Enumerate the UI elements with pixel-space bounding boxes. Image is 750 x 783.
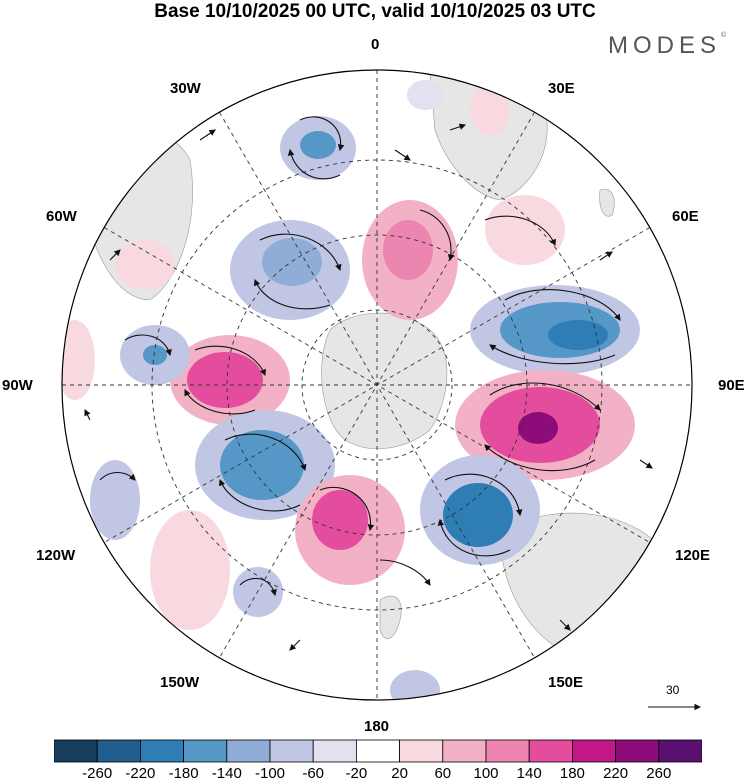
graticule (62, 70, 692, 700)
colorbar-segment (269, 739, 314, 763)
positive-anomaly (485, 195, 565, 265)
lon-label-150e: 150E (548, 674, 584, 691)
negative-anomaly (90, 460, 140, 540)
colorbar-segment (54, 739, 98, 763)
colorbar-segment (615, 739, 660, 763)
positive-anomaly (383, 220, 433, 280)
map-title: Base 10/10/2025 00 UTC, valid 10/10/2025… (154, 1, 596, 22)
positive-anomaly (518, 412, 558, 444)
colorbar-segment (183, 739, 228, 763)
lon-label-90e: 90E (718, 377, 745, 394)
lon-label-0: 0 (371, 36, 380, 53)
positive-anomaly (62, 320, 95, 400)
positive-anomaly (470, 85, 510, 135)
positive-anomaly (115, 240, 175, 290)
lon-label-180: 180 (364, 718, 390, 735)
map-border (61, 69, 693, 701)
colorbar-tick-label: 260 (646, 765, 672, 782)
madagascar (599, 188, 615, 217)
lon-label-60e: 60E (672, 208, 699, 225)
colorbar-segment (442, 739, 487, 763)
negative-anomaly (143, 345, 167, 365)
reference-vector-label: 30 (666, 683, 680, 697)
lon-label-60w: 60W (46, 208, 77, 225)
negative-anomaly (443, 483, 513, 547)
negative-anomaly (407, 80, 443, 110)
colorbar-segment (399, 739, 444, 763)
colorbar-segment (312, 739, 357, 763)
negative-anomaly (300, 131, 336, 159)
negative-anomaly (220, 430, 304, 500)
lon-label-150w: 150W (160, 674, 200, 691)
positive-anomaly (187, 352, 263, 408)
brand-logo: MODES© (608, 32, 727, 59)
colorbar-tick-label: -180 (168, 765, 199, 782)
colorbar-tick-label: 220 (603, 765, 629, 782)
lon-label-30e: 30E (548, 80, 575, 97)
positive-anomaly (150, 510, 230, 630)
colorbar-tick-label: -100 (254, 765, 286, 782)
colorbar (54, 739, 702, 763)
colorbar-segment (528, 739, 573, 763)
lon-label-90w: 90W (2, 377, 33, 394)
colorbar-tick-label: -220 (125, 765, 156, 782)
negative-anomaly (548, 320, 608, 350)
negative-anomaly (390, 670, 440, 700)
colorbar-segment (658, 739, 702, 763)
colorbar-tick-label: -60 (302, 765, 325, 782)
colorbar-segment (226, 739, 271, 763)
positive-anomaly (312, 490, 368, 550)
colorbar-segment (96, 739, 141, 763)
lon-label-120e: 120E (675, 547, 711, 564)
colorbar-segment (485, 739, 530, 763)
colorbar-tick-label: 100 (473, 765, 499, 782)
lon-label-120w: 120W (36, 547, 76, 564)
wind-vectors (84, 116, 653, 686)
colorbar-tick-label: 60 (434, 765, 452, 782)
colorbar-segment (140, 739, 185, 763)
new-zealand (379, 595, 402, 639)
colorbar-tick-label: -140 (211, 765, 242, 782)
negative-anomaly (262, 238, 322, 286)
lon-label-30w: 30W (170, 80, 201, 97)
colorbar-segment (572, 739, 617, 763)
colorbar-tick-label: -260 (82, 765, 113, 782)
colorbar-tick-label: 20 (391, 765, 408, 782)
colorbar-tick-label: 180 (559, 765, 585, 782)
colorbar-tick-label: -20 (345, 765, 368, 782)
colorbar-tick-label: 140 (516, 765, 542, 782)
colorbar-segment (355, 739, 400, 763)
